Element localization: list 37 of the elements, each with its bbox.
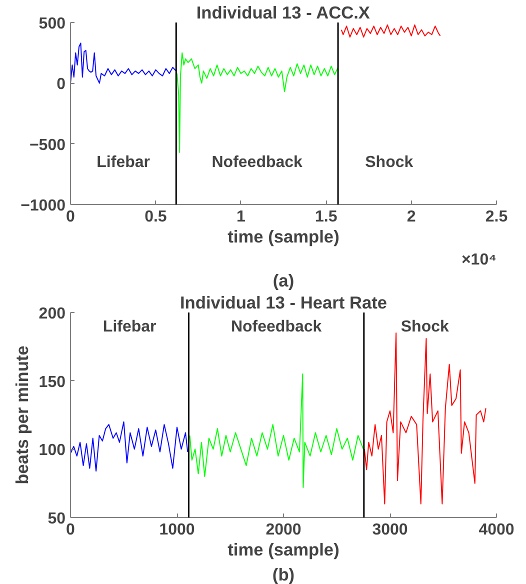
x-tick-label: 2.5 [485, 208, 508, 226]
line-series [340, 24, 441, 38]
y-axis-title: beats per minute [12, 345, 32, 484]
text: (b) [272, 564, 295, 584]
annotation: Nofeedback [230, 318, 322, 336]
y-tick-label: 50 [48, 510, 66, 528]
annotation: Shock [400, 318, 449, 336]
x-tick-label: 4000 [478, 522, 514, 538]
text: ×10⁴ [461, 252, 497, 268]
text: (a) [272, 270, 294, 290]
y-tick-label: 150 [38, 374, 66, 391]
x-tick-label: 2000 [266, 522, 302, 538]
y-tick-label: 100 [38, 442, 66, 460]
annotation: Lifebar [102, 318, 156, 336]
y-tick-label: −1000 [20, 198, 66, 214]
x-axis-title: time (sample) [228, 540, 340, 560]
x-tick-label: 1000 [159, 522, 195, 538]
line-series [364, 332, 486, 504]
x-tick-label: 3000 [372, 522, 408, 538]
x-axis-title: time (sample) [228, 226, 340, 246]
x-tick-label: 1 [236, 208, 246, 226]
y-tick-label: 0 [56, 76, 66, 94]
annotation: Nofeedback [212, 154, 303, 172]
annotation: Lifebar [96, 154, 150, 172]
x-tick-label: 2 [406, 208, 416, 226]
line-series [70, 42, 177, 84]
y-tick-label: 200 [38, 306, 66, 322]
y-tick-label: −500 [29, 136, 66, 154]
chart-title: Individual 13 - Heart Rate [180, 292, 388, 312]
chart-title: Individual 13 - ACC.X [196, 2, 370, 22]
line-series [189, 374, 364, 488]
x-tick-label: 1.5 [314, 208, 338, 226]
line-series [70, 421, 188, 472]
x-tick-label: 0.5 [144, 208, 167, 226]
annotation: Shock [365, 154, 414, 172]
y-tick-label: 500 [38, 16, 66, 32]
line-series [176, 52, 339, 153]
